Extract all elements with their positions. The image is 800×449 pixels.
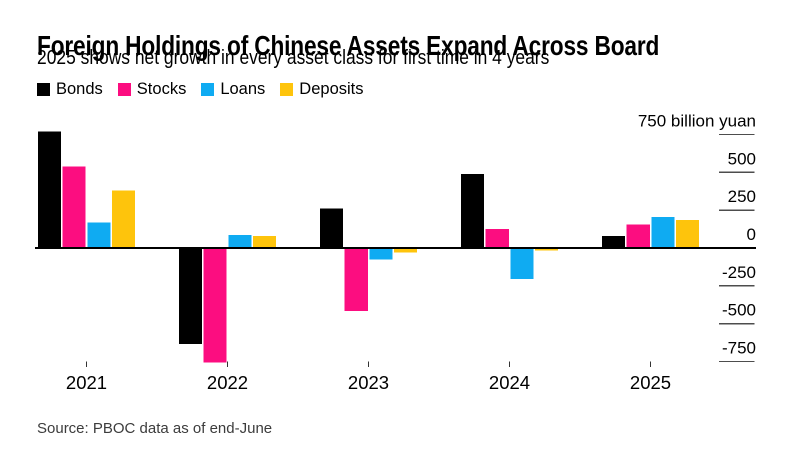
bar-bonds-2024 <box>460 173 485 248</box>
x-axis-label-2022: 2022 <box>207 372 248 393</box>
legend-label: Deposits <box>299 80 364 98</box>
legend-swatch-icon <box>201 83 215 96</box>
y-axis-label: 750 billion yuan <box>638 112 756 131</box>
x-axis-label-2025: 2025 <box>630 372 671 393</box>
bar-loans-2024 <box>510 248 534 279</box>
y-axis-label: -250 <box>722 263 756 282</box>
bar-loans-2025 <box>651 217 675 248</box>
bar-deposits-2025 <box>676 220 700 248</box>
legend-label: Bonds <box>56 80 103 98</box>
bar-bonds-2022 <box>178 248 202 345</box>
bar-deposits-2021 <box>111 190 136 248</box>
legend-label: Loans <box>220 80 266 98</box>
y-axis-label: -750 <box>722 339 756 358</box>
bar-deposits-2024 <box>535 248 559 251</box>
x-axis-label-2021: 2021 <box>66 372 107 393</box>
legend-item-loans: Loans <box>201 80 265 99</box>
legend-item-bonds: Bonds <box>37 80 103 99</box>
x-axis-label-2024: 2024 <box>489 372 530 393</box>
bar-bonds-2025 <box>601 235 626 248</box>
bar-bonds-2023 <box>319 208 344 248</box>
legend-item-deposits: Deposits <box>280 80 364 99</box>
bar-loans-2022 <box>228 235 252 248</box>
bar-loans-2023 <box>369 248 393 260</box>
legend-swatch-icon <box>117 83 131 96</box>
bar-stocks-2021 <box>62 166 86 248</box>
bar-stocks-2023 <box>344 248 368 311</box>
legend-label: Stocks <box>136 80 187 98</box>
legend: Bonds Stocks Loans Deposits <box>37 80 364 99</box>
bar-deposits-2023 <box>394 248 418 253</box>
x-axis-label-2023: 2023 <box>348 372 389 393</box>
bar-stocks-2024 <box>485 229 509 248</box>
legend-swatch-icon <box>280 83 294 96</box>
bar-stocks-2025 <box>626 224 650 248</box>
chart-title: Foreign Holdings of Chinese Assets Expan… <box>37 29 660 61</box>
bar-bonds-2021 <box>37 131 62 248</box>
bar-stocks-2022 <box>203 248 227 363</box>
bar-deposits-2022 <box>252 235 277 248</box>
y-axis-label: 0 <box>747 225 756 244</box>
y-axis-label: -500 <box>722 301 756 320</box>
y-axis-label: 250 <box>728 187 756 206</box>
chart-subtitle: 2025 shows net growth in every asset cla… <box>37 46 550 69</box>
source-note: Source: PBOC data as of end-June <box>37 420 273 437</box>
legend-item-stocks: Stocks <box>117 80 187 99</box>
y-axis-label: 500 <box>728 149 756 168</box>
legend-swatch-icon <box>37 83 50 96</box>
bar-loans-2021 <box>87 222 111 248</box>
